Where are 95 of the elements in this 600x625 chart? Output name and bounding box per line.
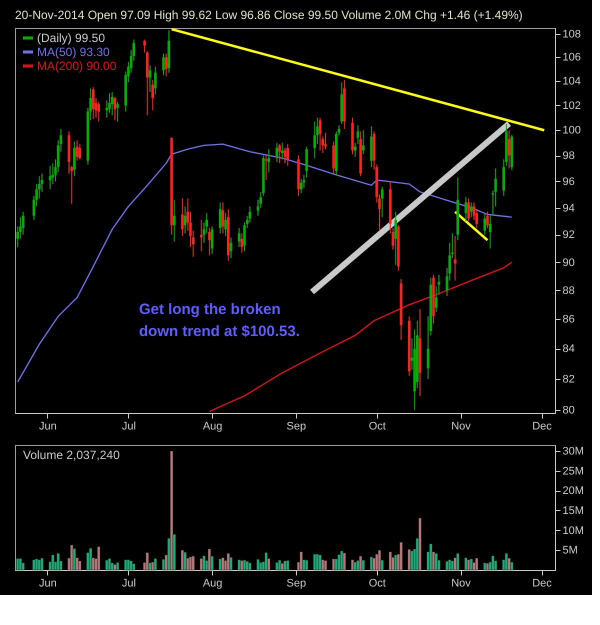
candlestick — [230, 236, 232, 259]
legend-label: (Daily) 99.50 — [37, 31, 106, 45]
candlestick — [356, 124, 360, 145]
candlestick — [224, 212, 227, 237]
candlestick — [208, 227, 211, 256]
y-tick-label: 104 — [562, 76, 581, 88]
candlestick — [362, 130, 365, 155]
candlestick — [151, 79, 154, 111]
candlestick — [380, 186, 384, 218]
y-tick-label: 80 — [562, 404, 575, 416]
x-tick-label: Dec — [532, 420, 552, 432]
candlestick — [48, 165, 52, 190]
x-tick-label: Nov — [451, 420, 472, 432]
y-tick-label: 25M — [562, 465, 584, 478]
candlestick — [92, 86, 95, 120]
chart-title: Volume 2,037,240 — [23, 448, 120, 462]
candlestick — [76, 140, 78, 162]
x-tick-label: Jun — [39, 420, 57, 432]
candlestick — [508, 130, 510, 169]
candlestick — [284, 147, 286, 164]
candlestick — [268, 148, 270, 173]
y-tick-label: 10M — [562, 524, 584, 537]
candlestick — [300, 178, 302, 194]
candlestick — [210, 226, 214, 254]
candlestick — [276, 142, 278, 162]
x-tick-label: Sep — [286, 578, 306, 590]
candlestick — [181, 198, 184, 237]
candlestick — [332, 141, 335, 174]
line-series — [17, 143, 512, 383]
candlestick — [488, 215, 492, 249]
candlestick — [286, 144, 289, 166]
x-tick-label: Nov — [451, 578, 472, 590]
candlestick — [218, 202, 222, 234]
y-tick-label: 15M — [562, 504, 584, 517]
candlestick — [278, 144, 281, 164]
x-tick-label: Aug — [202, 578, 222, 590]
x-tick-label: Dec — [532, 578, 552, 590]
candlestick — [238, 227, 240, 248]
x-tick-label: Jul — [122, 420, 136, 432]
x-tick-label: Jun — [39, 578, 57, 590]
y-tick-label: 102 — [562, 100, 581, 112]
x-tick-label: Jul — [122, 578, 136, 590]
candlestick — [222, 202, 224, 234]
candlestick — [240, 232, 244, 254]
y-tick-label: 94 — [562, 202, 575, 214]
x-tick-label: Oct — [368, 420, 386, 432]
candlestick — [154, 66, 157, 95]
y-tick-label: 30M — [562, 445, 584, 458]
y-tick-label: 106 — [562, 52, 581, 64]
y-tick-label: 20M — [562, 485, 584, 498]
candlestick — [318, 117, 322, 151]
candlestick — [281, 142, 284, 160]
candlestick — [73, 141, 76, 177]
legend-label: MA(200) 90.00 — [37, 59, 117, 73]
candlestick — [354, 142, 356, 158]
candlestick — [78, 144, 82, 160]
y-tick-label: 90 — [562, 256, 575, 269]
candlestick — [324, 132, 327, 150]
candlestick — [464, 196, 468, 222]
candlestick — [116, 101, 119, 122]
candlestick — [114, 96, 116, 121]
candlestick — [200, 219, 203, 252]
legend-label: MA(50) 93.30 — [37, 45, 110, 59]
candlestick — [173, 199, 176, 242]
annotation: Get long the broken down trend at $100.53. — [139, 301, 300, 340]
candlestick — [110, 91, 114, 116]
candlestick — [470, 202, 473, 218]
candlestick — [313, 120, 316, 159]
candlestick — [148, 65, 152, 92]
x-tick-label: Sep — [286, 420, 306, 432]
candlestick — [484, 212, 486, 236]
candlestick — [454, 236, 456, 281]
y-tick-label: 88 — [562, 284, 575, 297]
chart-title: 20-Nov-2014 Open 97.09 High 99.62 Low 96.86 Close 99.50 Volume 2.0M Chg +1.46 (+1.49%) — [15, 8, 523, 22]
y-tick-label: 92 — [562, 229, 575, 242]
candlestick — [394, 211, 397, 266]
x-tick-label: Oct — [368, 578, 386, 590]
y-tick-label: 86 — [562, 314, 575, 326]
candlestick — [97, 101, 100, 122]
x-tick-label: Aug — [202, 420, 222, 432]
candlestick — [143, 39, 146, 53]
candlestick — [184, 206, 186, 234]
y-tick-label: 5M — [562, 544, 578, 557]
y-tick-label: 100 — [562, 124, 581, 137]
y-tick-label: 84 — [562, 343, 575, 356]
candlestick — [434, 286, 438, 312]
y-tick-label: 108 — [562, 28, 581, 40]
y-tick-label: 98 — [562, 150, 575, 162]
candlestick — [162, 53, 165, 76]
candlestick — [22, 211, 24, 236]
candlestick — [467, 198, 470, 222]
candlestick — [486, 211, 489, 228]
y-tick-label: 82 — [562, 373, 575, 386]
y-tick-label: 96 — [562, 176, 575, 188]
candlestick — [164, 53, 168, 77]
